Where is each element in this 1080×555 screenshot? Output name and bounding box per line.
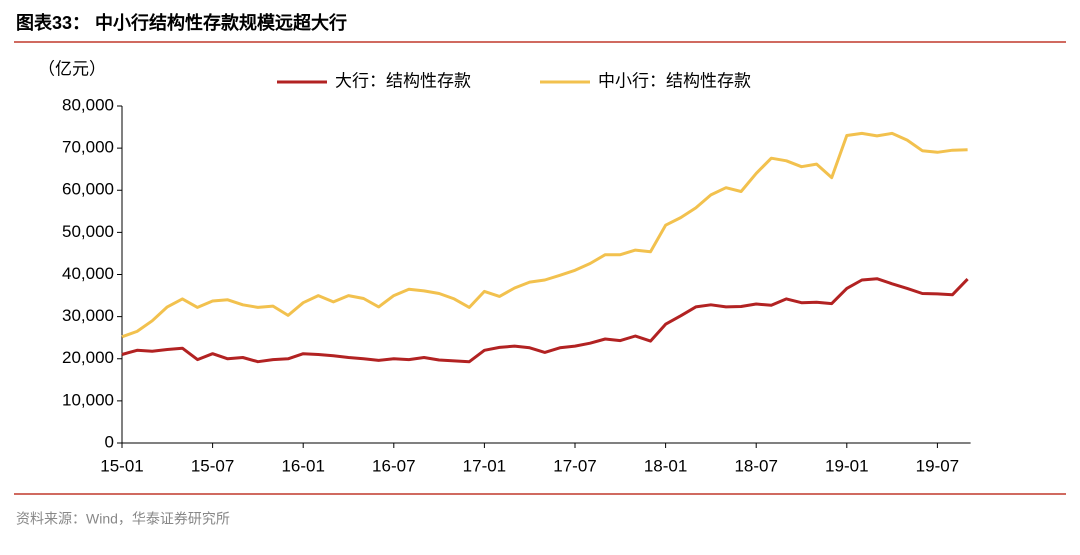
chart-title: 图表33： 中小行结构性存款规模远超大行 [16,12,347,33]
y-tick-label: 20,000 [62,348,114,367]
x-tick-label: 16-07 [372,456,415,475]
series-line [121,277,969,364]
legend-label: 中小行：结构性存款 [598,71,751,90]
x-tick-label: 15-01 [100,456,143,475]
y-tick-label: 50,000 [62,222,114,241]
x-tick-label: 19-07 [916,456,959,475]
y-tick-label: 10,000 [62,390,114,409]
legend-label: 大行：结构性存款 [335,71,471,90]
y-tick-label: 0 [105,432,114,451]
x-tick-label: 19-01 [825,456,868,475]
x-tick-label: 16-01 [281,456,324,475]
y-tick-label: 60,000 [62,180,114,199]
y-axis-label: （亿元） [38,59,106,78]
source: 资料来源：Wind，华泰证券研究所 [16,511,230,527]
series-line [121,131,968,339]
y-tick-label: 80,000 [62,95,114,114]
y-tick-label: 30,000 [62,306,114,325]
x-tick-label: 17-07 [553,456,596,475]
x-tick-label: 15-07 [191,456,234,475]
x-tick-label: 18-07 [734,456,777,475]
y-tick-label: 70,000 [62,138,114,157]
x-tick-label: 18-01 [644,456,687,475]
y-tick-label: 40,000 [62,264,114,283]
x-tick-label: 17-01 [463,456,506,475]
